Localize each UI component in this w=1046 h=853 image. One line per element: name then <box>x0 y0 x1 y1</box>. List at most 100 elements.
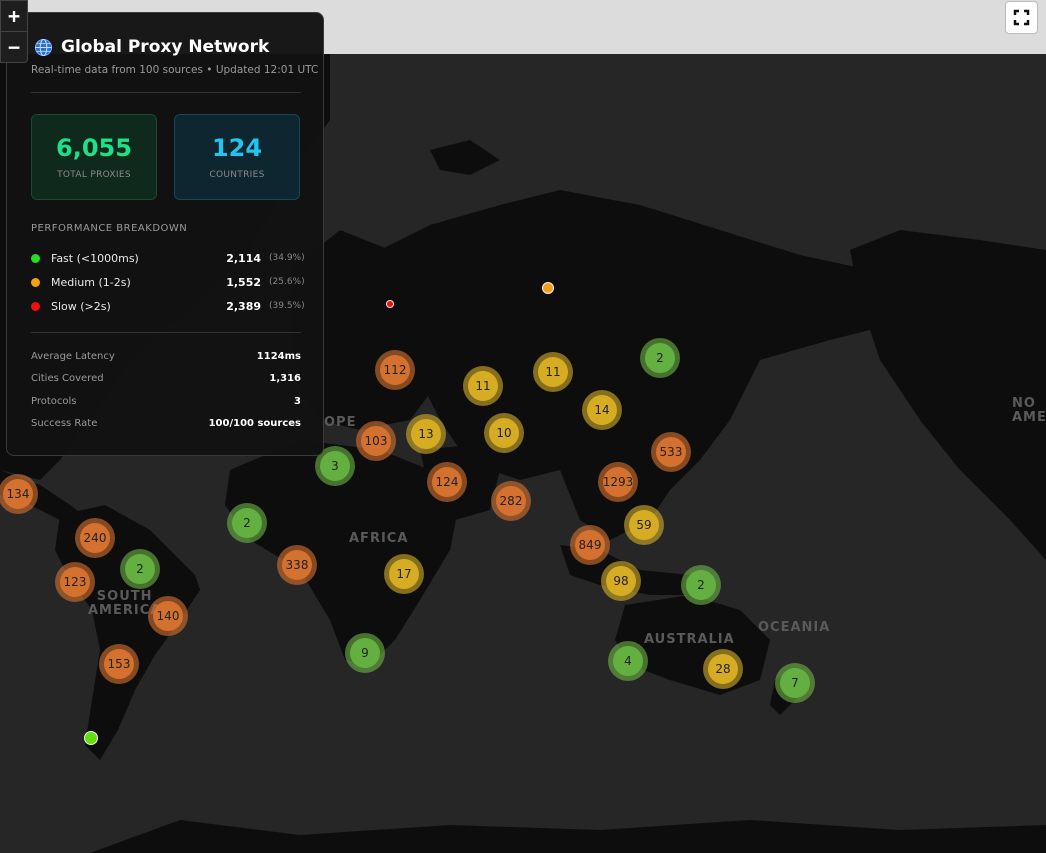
cluster-count: 1293 <box>603 467 633 497</box>
proxy-cluster-marker[interactable]: 28 <box>703 649 743 689</box>
info-row-success-rate: Success Rate 100/100 sources <box>31 418 301 429</box>
landmass-antarctica <box>90 820 1046 853</box>
proxy-cluster-marker[interactable]: 9 <box>345 633 385 673</box>
proxy-cluster-marker[interactable]: 1293 <box>598 462 638 502</box>
proxy-cluster-marker[interactable]: 123 <box>55 562 95 602</box>
cluster-count: 4 <box>613 646 643 676</box>
landmass-asia <box>380 190 895 540</box>
cluster-count: 13 <box>411 419 441 449</box>
proxy-point-marker[interactable] <box>84 731 98 745</box>
perf-row-fast: Fast (<1000ms) 2,114 (34.9%) <box>31 249 305 267</box>
fullscreen-button[interactable] <box>1005 1 1038 34</box>
proxy-cluster-marker[interactable]: 240 <box>75 518 115 558</box>
proxy-cluster-marker[interactable]: 11 <box>463 366 503 406</box>
cluster-count: 2 <box>686 570 716 600</box>
cluster-count: 123 <box>60 567 90 597</box>
cluster-count: 17 <box>389 559 419 589</box>
proxy-cluster-marker[interactable]: 11 <box>533 352 573 392</box>
divider <box>31 92 301 93</box>
proxy-cluster-marker[interactable]: 4 <box>608 641 648 681</box>
info-label: Cities Covered <box>31 373 104 384</box>
proxy-cluster-marker[interactable]: 2 <box>640 338 680 378</box>
total-proxies-label: TOTAL PROXIES <box>57 170 131 180</box>
info-row-cities: Cities Covered 1,316 <box>31 373 301 384</box>
proxy-cluster-marker[interactable]: 533 <box>651 432 691 472</box>
proxy-cluster-marker[interactable]: 2 <box>227 503 267 543</box>
panel-header: Global Proxy Network <box>34 37 269 57</box>
cluster-count: 140 <box>153 601 183 631</box>
proxy-cluster-marker[interactable]: 2 <box>681 565 721 605</box>
info-row-latency: Average Latency 1124ms <box>31 351 301 362</box>
proxy-cluster-marker[interactable]: 153 <box>99 644 139 684</box>
cluster-count: 7 <box>780 668 810 698</box>
cluster-count: 338 <box>282 550 312 580</box>
proxy-cluster-marker[interactable]: 2 <box>120 549 160 589</box>
proxy-cluster-marker[interactable]: 98 <box>601 561 641 601</box>
zoom-in-button[interactable]: + <box>7 4 21 28</box>
perf-label: Fast (<1000ms) <box>51 251 139 265</box>
info-label: Protocols <box>31 396 77 407</box>
cluster-count: 11 <box>538 357 568 387</box>
perf-label: Medium (1-2s) <box>51 275 131 289</box>
proxy-cluster-marker[interactable]: 59 <box>624 505 664 545</box>
proxy-cluster-marker[interactable]: 14 <box>582 390 622 430</box>
proxy-cluster-marker[interactable]: 103 <box>356 421 396 461</box>
landmass-africa <box>225 440 460 665</box>
cluster-count: 2 <box>232 508 262 538</box>
proxy-cluster-marker[interactable]: 140 <box>148 596 188 636</box>
proxy-cluster-marker[interactable]: 17 <box>384 554 424 594</box>
cluster-count: 124 <box>432 467 462 497</box>
landmass-arctic-islands <box>430 140 500 175</box>
proxy-cluster-marker[interactable]: 849 <box>570 525 610 565</box>
fullscreen-icon <box>1013 9 1030 26</box>
map-label-europe: OPE <box>324 415 357 430</box>
cluster-count: 3 <box>320 451 350 481</box>
landmass-south-america <box>55 505 200 760</box>
cluster-count: 134 <box>3 479 33 509</box>
proxy-point-marker[interactable] <box>542 282 554 294</box>
cluster-count: 11 <box>468 371 498 401</box>
total-proxies-value: 6,055 <box>56 134 132 162</box>
cluster-count: 282 <box>496 486 526 516</box>
map-label-oceania: OCEANIA <box>758 620 831 635</box>
proxy-cluster-marker[interactable]: 13 <box>406 414 446 454</box>
map-label-africa: AFRICA <box>349 531 409 546</box>
cluster-count: 112 <box>380 355 410 385</box>
perf-percent: (25.6%) <box>269 277 305 287</box>
map-label-north-america: NO AME <box>1012 396 1046 425</box>
info-row-protocols: Protocols 3 <box>31 396 301 407</box>
zoom-control: + − <box>0 0 28 63</box>
proxy-cluster-marker[interactable]: 3 <box>315 446 355 486</box>
total-proxies-card: 6,055 TOTAL PROXIES <box>31 114 157 200</box>
proxy-point-marker[interactable] <box>386 300 394 308</box>
zoom-out-button[interactable]: − <box>1 31 27 62</box>
cluster-count: 2 <box>645 343 675 373</box>
panel-title: Global Proxy Network <box>61 37 270 57</box>
proxy-cluster-marker[interactable]: 338 <box>277 545 317 585</box>
landmass-north-america-east <box>850 230 1046 560</box>
cluster-count: 59 <box>629 510 659 540</box>
perf-label: Slow (>2s) <box>51 299 111 313</box>
cluster-count: 849 <box>575 530 605 560</box>
performance-section-title: PERFORMANCE BREAKDOWN <box>31 223 188 234</box>
countries-value: 124 <box>211 134 263 162</box>
info-value: 1124ms <box>256 351 301 362</box>
perf-row-medium: Medium (1-2s) 1,552 (25.6%) <box>31 273 305 291</box>
proxy-cluster-marker[interactable]: 7 <box>775 663 815 703</box>
stats-panel: Global Proxy Network Real-time data from… <box>6 12 324 456</box>
proxy-cluster-marker[interactable]: 10 <box>484 413 524 453</box>
info-value: 3 <box>294 396 301 407</box>
countries-card: 124 COUNTRIES <box>174 114 300 200</box>
cluster-count: 533 <box>656 437 686 467</box>
proxy-cluster-marker[interactable]: 282 <box>491 481 531 521</box>
info-label: Average Latency <box>31 351 115 362</box>
cluster-count: 2 <box>125 554 155 584</box>
perf-count: 2,389 <box>226 299 261 313</box>
cluster-count: 9 <box>350 638 380 668</box>
cluster-count: 153 <box>104 649 134 679</box>
perf-count: 1,552 <box>226 275 261 289</box>
globe-icon <box>34 38 53 56</box>
proxy-cluster-marker[interactable]: 134 <box>0 474 38 514</box>
proxy-cluster-marker[interactable]: 124 <box>427 462 467 502</box>
proxy-cluster-marker[interactable]: 112 <box>375 350 415 390</box>
